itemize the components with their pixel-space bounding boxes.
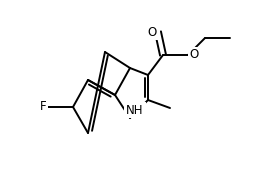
Text: NH: NH <box>126 104 144 116</box>
Text: O: O <box>147 25 157 39</box>
Text: O: O <box>189 48 199 62</box>
Text: F: F <box>40 100 46 114</box>
